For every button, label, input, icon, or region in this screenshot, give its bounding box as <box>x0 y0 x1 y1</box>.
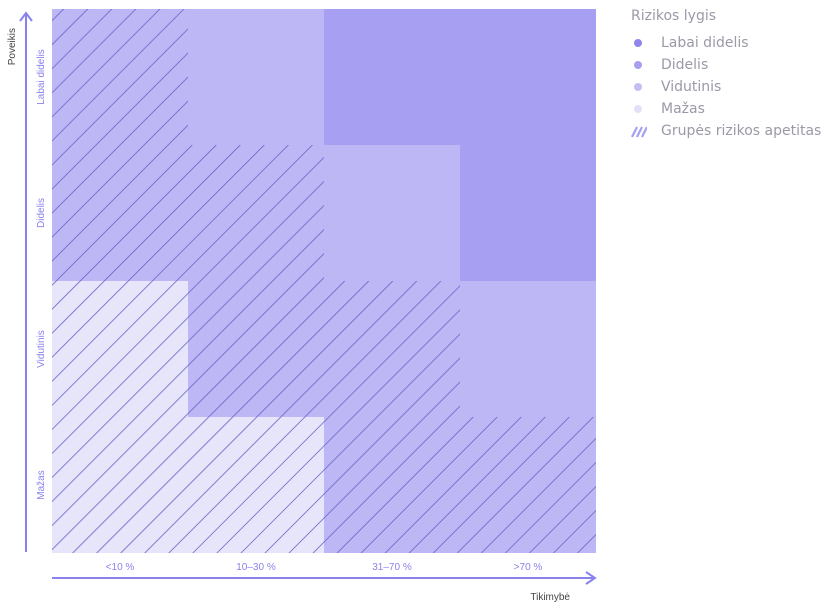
y-tick-label: Labai didelis <box>36 49 47 105</box>
matrix-cell <box>324 145 460 281</box>
legend-dot-icon <box>634 61 642 69</box>
matrix-cell <box>460 145 596 281</box>
y-axis-label: Poveikis <box>7 28 18 65</box>
legend-label: Labai didelis <box>661 35 749 51</box>
legend-dot-icon <box>634 83 642 91</box>
appetite-hatch <box>52 9 188 145</box>
legend-label: Vidutinis <box>661 79 722 95</box>
y-axis-arrow <box>19 11 33 22</box>
x-axis-arrow <box>585 571 597 585</box>
x-tick-label: <10 % <box>106 562 135 573</box>
x-tick-label: >70 % <box>514 562 543 573</box>
appetite-hatch <box>324 281 460 417</box>
appetite-hatch <box>52 281 188 417</box>
x-tick-label: 31–70 % <box>372 562 412 573</box>
legend: Rizikos lygis Labai didelis Didelis Vidu… <box>631 8 821 142</box>
appetite-hatch <box>188 281 324 417</box>
appetite-hatch <box>188 145 324 281</box>
legend-title: Rizikos lygis <box>631 8 717 24</box>
appetite-hatch <box>52 417 188 553</box>
appetite-hatch <box>324 417 460 553</box>
matrix-cell <box>460 9 596 145</box>
appetite-hatch <box>188 417 324 553</box>
x-axis-label: Tikimybė <box>530 592 570 603</box>
y-tick-label: Vidutinis <box>36 330 47 368</box>
risk-matrix-chart: Poveikis Tikimybė <10 % 10–30 % 31–70 % >70… <box>7 9 597 603</box>
legend-item-vidutinis: Vidutinis <box>631 76 821 98</box>
x-tick-label: 10–30 % <box>236 562 276 573</box>
matrix-cell <box>460 281 596 417</box>
y-tick-label: Didelis <box>36 198 47 228</box>
legend-item-mazas: Mažas <box>631 98 821 120</box>
legend-dot-icon <box>634 105 642 113</box>
legend-item-appetite: Grupės rizikos apetitas <box>631 120 821 142</box>
matrix-cell <box>188 9 324 145</box>
legend-dot-icon <box>634 39 642 47</box>
matrix-cell <box>324 9 460 145</box>
appetite-hatch <box>460 417 596 553</box>
appetite-hatch <box>52 145 188 281</box>
hatch-icon <box>631 126 647 138</box>
legend-label: Mažas <box>661 101 705 117</box>
legend-item-didelis: Didelis <box>631 54 821 76</box>
legend-label: Didelis <box>661 57 709 73</box>
legend-label: Grupės rizikos apetitas <box>661 123 822 139</box>
legend-item-labai-didelis: Labai didelis <box>631 32 821 54</box>
y-tick-label: Mažas <box>36 470 47 499</box>
